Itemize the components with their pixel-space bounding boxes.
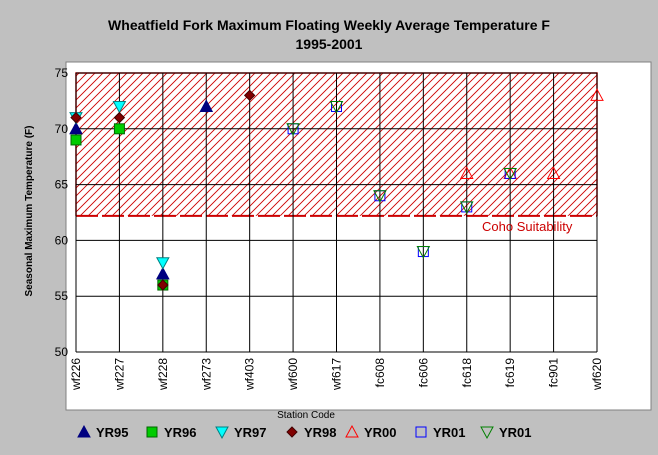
y-tick-label: 75 bbox=[55, 66, 69, 80]
series-yr95-0 bbox=[69, 99, 214, 280]
x-tick-label: fc901 bbox=[547, 358, 561, 388]
x-tick-label: fc608 bbox=[373, 358, 387, 388]
legend-label: YR01 bbox=[499, 425, 532, 440]
legend-marker bbox=[480, 426, 494, 440]
grid-layer bbox=[75, 72, 598, 353]
x-tick-label: wf226 bbox=[69, 358, 83, 391]
x-axis-label: Station Code bbox=[277, 410, 335, 421]
legend-label: YR98 bbox=[304, 425, 337, 440]
y-tick-label: 50 bbox=[55, 345, 69, 359]
chart-title: Wheatfield Fork Maximum Floating Weekly … bbox=[108, 17, 550, 33]
legend-label: YR00 bbox=[364, 425, 397, 440]
x-tick-layer: wf226 wf227 wf228 wf273 wf403 wf600 wf617 fc608… bbox=[69, 358, 604, 391]
x-tick-label: fc606 bbox=[416, 358, 430, 388]
legend-marker bbox=[415, 426, 427, 438]
y-tick-label: 60 bbox=[55, 233, 69, 247]
legend-marker bbox=[286, 426, 298, 438]
data-point bbox=[459, 201, 474, 214]
points-layer bbox=[69, 88, 604, 291]
legend: YR95 YR96 YR97 YR98 YR00 YR01 YR01 bbox=[77, 424, 532, 440]
data-point bbox=[112, 100, 127, 114]
x-tick-label: fc619 bbox=[503, 358, 517, 388]
data-point bbox=[416, 246, 431, 259]
legend-label: YR95 bbox=[96, 425, 129, 440]
data-point bbox=[329, 100, 344, 114]
x-tick-label: fc618 bbox=[460, 358, 474, 388]
data-point bbox=[286, 123, 300, 136]
y-tick-layer: 50 55 60 65 70 75 bbox=[55, 66, 69, 359]
data-point bbox=[590, 88, 604, 101]
x-tick-label: wf620 bbox=[590, 358, 604, 391]
legend-marker bbox=[146, 426, 158, 438]
data-point bbox=[70, 111, 82, 124]
data-point bbox=[459, 166, 474, 179]
data-point bbox=[155, 266, 170, 280]
data-point bbox=[113, 123, 125, 135]
data-point bbox=[243, 89, 256, 102]
legend-marker bbox=[345, 424, 359, 438]
x-tick-label: wf273 bbox=[199, 358, 213, 391]
data-point bbox=[157, 279, 169, 291]
data-point bbox=[70, 134, 82, 146]
x-tick-label: wf227 bbox=[112, 358, 126, 391]
legend-marker bbox=[77, 424, 91, 438]
legend-label: YR96 bbox=[164, 425, 197, 440]
data-point bbox=[199, 99, 214, 112]
x-tick-label: wf600 bbox=[286, 358, 300, 391]
data-point bbox=[503, 167, 518, 181]
series-yr01-6 bbox=[286, 100, 518, 259]
series-yr98-3 bbox=[70, 89, 256, 291]
data-point bbox=[546, 166, 561, 179]
legend-marker bbox=[215, 426, 229, 440]
coho-band-label: Coho Suitability bbox=[482, 219, 573, 234]
data-point bbox=[155, 257, 170, 270]
legend-label: YR01 bbox=[433, 425, 466, 440]
x-tick-label: wf403 bbox=[243, 358, 257, 391]
legend-label: YR97 bbox=[234, 425, 267, 440]
data-point bbox=[373, 190, 387, 203]
x-tick-label: wf228 bbox=[156, 358, 170, 391]
y-tick-label: 70 bbox=[55, 122, 69, 136]
chart-subtitle: 1995-2001 bbox=[296, 36, 363, 52]
data-point bbox=[69, 121, 83, 135]
y-axis-label: Seasonal Maximum Temperature (F) bbox=[24, 126, 35, 297]
y-tick-label: 65 bbox=[55, 178, 69, 192]
band-label-layer: Coho Suitability bbox=[482, 219, 573, 234]
x-tick-label: wf617 bbox=[330, 358, 344, 391]
data-point bbox=[113, 111, 126, 124]
y-tick-label: 55 bbox=[55, 289, 69, 303]
